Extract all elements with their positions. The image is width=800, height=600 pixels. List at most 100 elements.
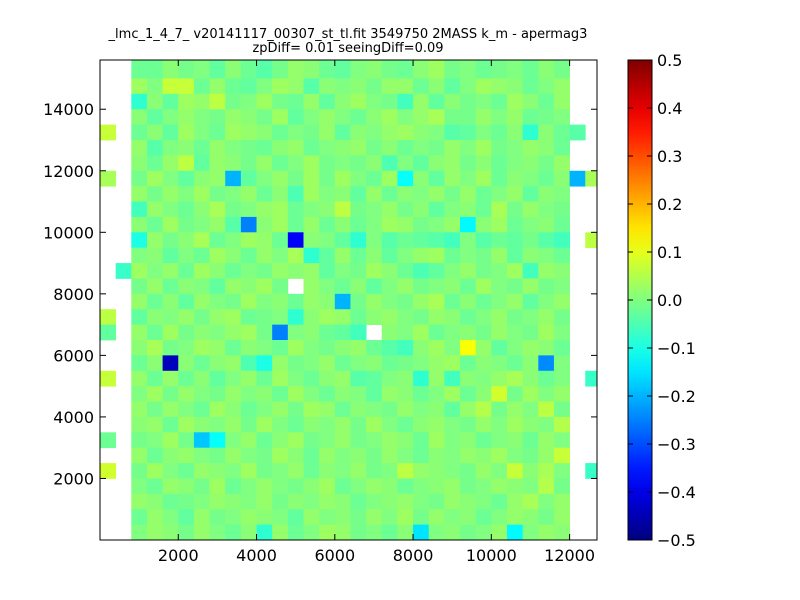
heatmap-cell	[319, 293, 336, 310]
heatmap-cell	[256, 493, 273, 510]
heatmap-cell	[225, 463, 242, 479]
heatmap-cell	[272, 478, 289, 495]
heatmap-cell	[413, 324, 430, 341]
heatmap-cell	[475, 524, 492, 541]
heatmap-cell	[522, 140, 539, 156]
heatmap-cell	[538, 109, 555, 126]
heatmap-cell	[444, 324, 461, 341]
heatmap-cell	[506, 232, 524, 249]
heatmap-cell	[100, 324, 117, 341]
heatmap-cell	[225, 263, 242, 279]
heatmap-cell	[538, 401, 555, 418]
heatmap-cell	[460, 478, 477, 495]
heatmap-cell	[162, 416, 179, 433]
heatmap-cell	[334, 216, 351, 233]
heatmap-cell	[444, 293, 461, 310]
heatmap-cell	[397, 309, 414, 326]
heatmap-cell	[491, 186, 508, 202]
heatmap-cell	[475, 293, 492, 310]
heatmap-cell	[460, 93, 477, 110]
heatmap-cell	[350, 109, 367, 126]
heatmap-cell	[522, 401, 539, 418]
heatmap-cell	[319, 109, 336, 126]
heatmap-cell	[397, 124, 414, 141]
heatmap-cell	[413, 447, 430, 464]
heatmap-cell	[225, 493, 242, 510]
colorbar-tick-label: 0.0	[657, 291, 682, 310]
heatmap-cell	[272, 324, 289, 341]
heatmap-cell	[209, 124, 226, 141]
x-tick-label: 12000	[544, 546, 595, 565]
heatmap-cell	[178, 247, 195, 264]
heatmap-cell	[366, 263, 383, 279]
heatmap-cell	[522, 309, 539, 326]
heatmap-cell	[178, 463, 195, 479]
heatmap-cell	[240, 432, 257, 449]
heatmap-cell	[225, 109, 242, 126]
heatmap-cell	[319, 60, 336, 79]
heatmap-cell	[381, 201, 398, 218]
heatmap-cell	[381, 93, 398, 110]
heatmap-cell	[256, 170, 273, 187]
heatmap-cell	[334, 78, 351, 95]
heatmap-cell	[178, 370, 195, 387]
heatmap-cell	[209, 201, 226, 218]
heatmap-cell	[225, 447, 242, 464]
heatmap-cell	[131, 309, 148, 326]
heatmap-cell	[397, 278, 414, 295]
heatmap-cell	[131, 60, 148, 79]
heatmap-cell	[256, 401, 273, 418]
heatmap-cell	[381, 170, 398, 187]
heatmap-cell	[491, 232, 508, 249]
heatmap-cell	[319, 447, 336, 464]
heatmap-cell	[350, 324, 367, 341]
heatmap-cell	[413, 109, 430, 126]
heatmap-cell	[334, 201, 351, 218]
heatmap-cell	[366, 186, 383, 202]
heatmap-cell	[413, 78, 430, 95]
heatmap-cell	[162, 386, 179, 402]
heatmap-cell	[240, 170, 257, 187]
heatmap-cell	[522, 340, 539, 356]
heatmap-cell	[475, 201, 492, 218]
heatmap-cell	[256, 463, 273, 479]
heatmap-cell	[240, 463, 257, 479]
heatmap-cell	[428, 416, 445, 433]
heatmap-cell	[146, 509, 164, 526]
heatmap-cell	[193, 340, 210, 356]
heatmap-cell	[131, 124, 148, 141]
heatmap-cell	[366, 140, 383, 156]
heatmap-cell	[428, 186, 445, 202]
heatmap-cell	[381, 463, 398, 479]
heatmap-cell	[585, 170, 598, 187]
heatmap-cell	[522, 432, 539, 449]
heatmap-cell	[272, 186, 289, 202]
heatmap-cell	[178, 263, 195, 279]
heatmap-cell	[460, 309, 477, 326]
heatmap-cell	[444, 463, 461, 479]
heatmap-cell	[366, 478, 383, 495]
heatmap-cell	[538, 478, 555, 495]
heatmap-cell	[350, 401, 367, 418]
heatmap-cell	[303, 478, 320, 495]
heatmap-cell	[334, 155, 351, 172]
heatmap-cell	[272, 109, 289, 126]
heatmap-cell	[193, 524, 210, 541]
heatmap-cell	[491, 170, 508, 187]
heatmap-cell	[319, 309, 336, 326]
heatmap-cell	[522, 293, 539, 310]
heatmap-cell	[522, 263, 539, 279]
heatmap-cell	[240, 293, 257, 310]
heatmap-cell	[287, 247, 304, 264]
heatmap-cell	[272, 309, 289, 326]
heatmap-cell	[100, 463, 117, 479]
heatmap-cell	[131, 293, 148, 310]
heatmap-cell	[397, 140, 414, 156]
heatmap-cell	[475, 340, 492, 356]
heatmap-cell	[413, 263, 430, 279]
heatmap-cell	[460, 232, 477, 249]
heatmap-cell	[334, 386, 351, 402]
colorbar-tick-label: −0.3	[657, 435, 696, 454]
heatmap-cell	[397, 186, 414, 202]
